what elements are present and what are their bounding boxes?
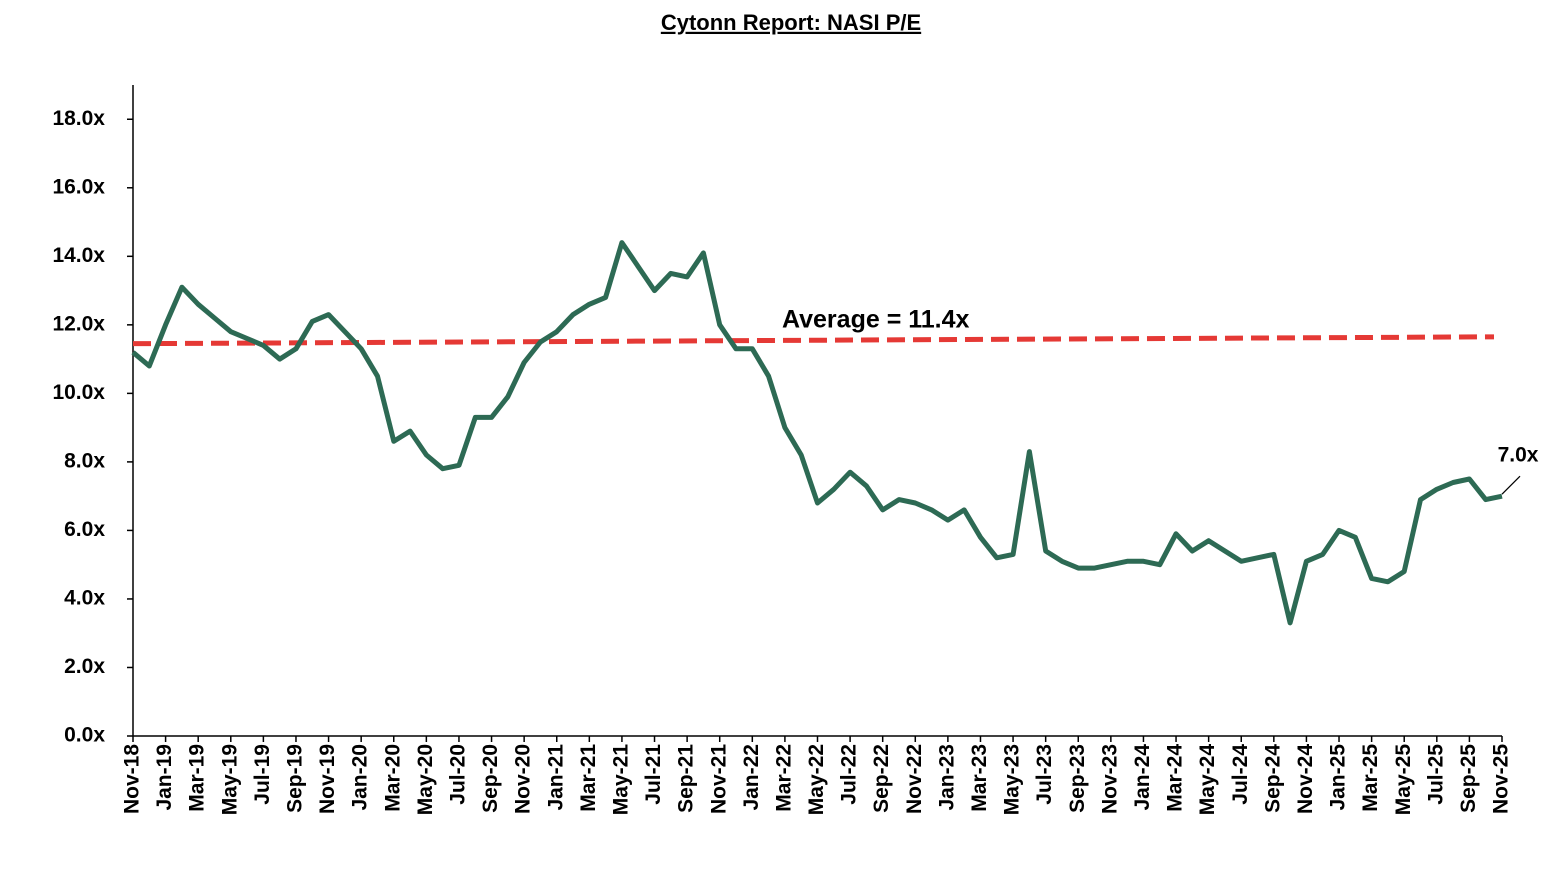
x-tick-label: Jul-23 [1033, 744, 1056, 805]
value-label: 7.0x [1498, 444, 1539, 467]
y-tick-label: 14.0x [52, 244, 105, 267]
x-tick-label: Mar-20 [381, 744, 404, 812]
x-tick-label: Sep-20 [479, 744, 502, 813]
x-tick-label: Jan-22 [740, 744, 763, 811]
y-tick-label: 16.0x [52, 175, 105, 198]
y-tick-label: 0.0x [64, 724, 105, 747]
x-tick-label: Jan-24 [1131, 744, 1154, 811]
x-tick-label: Sep-19 [284, 744, 307, 813]
x-tick-label: Sep-24 [1261, 744, 1284, 813]
average-line [132, 334, 1495, 347]
x-tick-label: Sep-21 [675, 744, 698, 813]
x-tick-label: May-25 [1392, 744, 1415, 816]
x-tick-label: Sep-25 [1457, 744, 1480, 813]
x-tick-label: Jul-24 [1229, 744, 1252, 805]
x-tick-label: Jan-21 [544, 744, 567, 811]
x-tick-label: Mar-22 [772, 744, 795, 812]
average-label: Average = 11.4x [782, 306, 970, 334]
x-tick-label: Nov-19 [316, 744, 339, 814]
x-tick-label: Mar-24 [1164, 744, 1187, 812]
x-tick-label: May-24 [1196, 744, 1219, 816]
x-tick-label: Jan-20 [349, 744, 372, 811]
x-tick-label: Jul-20 [446, 744, 469, 805]
x-tick-label: Mar-21 [577, 744, 600, 812]
x-tick-label: Mar-25 [1359, 744, 1382, 812]
x-tick-label: May-23 [1001, 744, 1024, 815]
y-tick-label: 4.0x [64, 586, 105, 609]
data-line [131, 240, 1503, 626]
y-tick-label: 6.0x [64, 518, 105, 541]
x-tick-label: Nov-22 [903, 744, 926, 814]
x-tick-label: Nov-18 [121, 744, 144, 814]
x-tick-label: Nov-21 [707, 744, 730, 814]
chart-title: Cytonn Report: NASI P/E [661, 10, 921, 35]
x-tick-label: Sep-23 [1066, 744, 1089, 813]
y-tick-label: 12.0x [52, 312, 105, 335]
x-tick-label: May-20 [414, 744, 437, 815]
x-tick-label: Jan-25 [1327, 744, 1350, 811]
x-tick-label: Sep-22 [870, 744, 893, 813]
x-tick-label: Jan-19 [153, 744, 176, 811]
x-tick-label: May-21 [609, 744, 632, 816]
x-tick-label: Jul-19 [251, 744, 274, 805]
x-tick-label: Jul-25 [1424, 744, 1447, 805]
x-tick-label: Mar-19 [186, 744, 209, 812]
x-tick-label: Nov-25 [1490, 744, 1513, 814]
x-tick-label: May-19 [218, 744, 241, 815]
label-leader [1501, 475, 1521, 495]
y-tick-label: 2.0x [64, 655, 105, 678]
x-tick-label: Jul-21 [642, 744, 665, 805]
x-tick-label: May-22 [805, 744, 828, 815]
x-tick-label: Jul-22 [838, 744, 861, 805]
x-tick-label: Nov-24 [1294, 744, 1317, 814]
y-tick-label: 10.0x [52, 381, 105, 404]
x-tick-label: Jan-23 [935, 744, 958, 811]
x-tick-label: Nov-20 [512, 744, 535, 814]
y-tick-label: 8.0x [64, 449, 105, 472]
x-tick-label: Nov-23 [1098, 744, 1121, 814]
y-tick-label: 18.0x [52, 107, 105, 130]
x-tick-label: Mar-23 [968, 744, 991, 812]
